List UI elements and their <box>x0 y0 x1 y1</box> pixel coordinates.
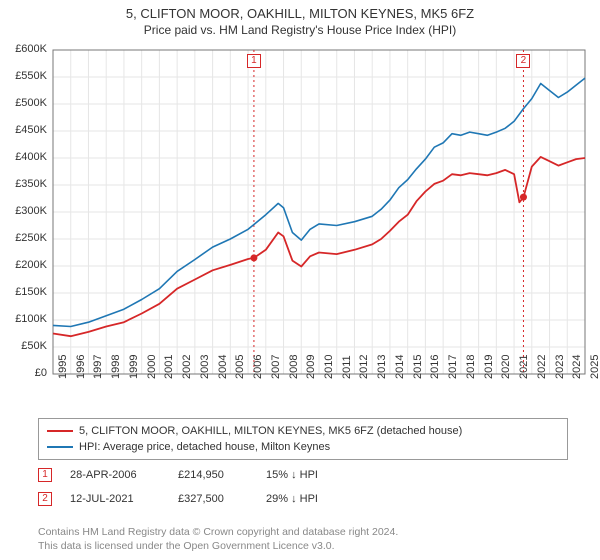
y-tick-label: £100K <box>0 313 47 325</box>
x-tick-label: 1995 <box>57 355 69 379</box>
x-tick-label: 1996 <box>75 355 87 379</box>
y-tick-label: £350K <box>0 178 47 190</box>
y-tick-label: £300K <box>0 205 47 217</box>
x-tick-label: 1999 <box>128 355 140 379</box>
footer-line1: Contains HM Land Registry data © Crown c… <box>38 525 398 539</box>
y-tick-label: £400K <box>0 151 47 163</box>
sale-number-box: 1 <box>38 468 52 482</box>
x-tick-label: 2024 <box>571 355 583 379</box>
x-tick-label: 2005 <box>234 355 246 379</box>
x-tick-label: 2008 <box>288 355 300 379</box>
x-tick-label: 2003 <box>199 355 211 379</box>
legend-item: 5, CLIFTON MOOR, OAKHILL, MILTON KEYNES,… <box>47 423 559 439</box>
legend-label: HPI: Average price, detached house, Milt… <box>79 441 330 453</box>
x-tick-label: 2015 <box>412 355 424 379</box>
x-tick-label: 2020 <box>500 355 512 379</box>
x-tick-label: 2017 <box>447 355 459 379</box>
y-tick-label: £150K <box>0 286 47 298</box>
sale-row: 1 28-APR-2006 £214,950 15% ↓ HPI <box>38 468 318 482</box>
x-tick-label: 2016 <box>429 355 441 379</box>
x-tick-label: 2011 <box>341 355 353 379</box>
y-tick-label: £250K <box>0 232 47 244</box>
legend: 5, CLIFTON MOOR, OAKHILL, MILTON KEYNES,… <box>38 418 568 460</box>
x-tick-label: 2007 <box>270 355 282 379</box>
x-tick-label: 1997 <box>92 355 104 379</box>
x-tick-label: 2002 <box>181 355 193 379</box>
sale-vs-hpi: 15% ↓ HPI <box>266 469 318 481</box>
y-tick-label: £500K <box>0 97 47 109</box>
x-tick-label: 2021 <box>518 355 530 379</box>
x-tick-label: 2025 <box>589 355 600 379</box>
x-tick-label: 2010 <box>323 355 335 379</box>
y-tick-label: £200K <box>0 259 47 271</box>
sale-date: 28-APR-2006 <box>70 469 160 481</box>
y-tick-label: £600K <box>0 43 47 55</box>
y-tick-label: £450K <box>0 124 47 136</box>
x-tick-label: 2018 <box>465 355 477 379</box>
sale-price: £214,950 <box>178 469 248 481</box>
legend-swatch <box>47 446 73 448</box>
legend-item: HPI: Average price, detached house, Milt… <box>47 439 559 455</box>
x-tick-label: 1998 <box>110 355 122 379</box>
sale-marker-1: 1 <box>247 54 261 68</box>
x-tick-label: 2012 <box>358 355 370 379</box>
sale-price: £327,500 <box>178 493 248 505</box>
sale-row: 2 12-JUL-2021 £327,500 29% ↓ HPI <box>38 492 318 506</box>
x-tick-label: 2022 <box>536 355 548 379</box>
sale-number-box: 2 <box>38 492 52 506</box>
x-tick-label: 2004 <box>217 355 229 379</box>
footer-line2: This data is licensed under the Open Gov… <box>38 539 398 553</box>
x-tick-label: 2000 <box>146 355 158 379</box>
y-tick-label: £550K <box>0 70 47 82</box>
y-tick-label: £0 <box>0 367 47 379</box>
x-tick-label: 2009 <box>305 355 317 379</box>
x-tick-label: 2006 <box>252 355 264 379</box>
y-tick-label: £50K <box>0 340 47 352</box>
line-chart <box>0 0 600 410</box>
x-tick-label: 2013 <box>376 355 388 379</box>
sale-vs-hpi: 29% ↓ HPI <box>266 493 318 505</box>
x-tick-label: 2019 <box>483 355 495 379</box>
legend-swatch <box>47 430 73 432</box>
x-tick-label: 2014 <box>394 355 406 379</box>
sale-marker-2: 2 <box>516 54 530 68</box>
legend-label: 5, CLIFTON MOOR, OAKHILL, MILTON KEYNES,… <box>79 425 462 437</box>
x-tick-label: 2001 <box>163 355 175 379</box>
sale-date: 12-JUL-2021 <box>70 493 160 505</box>
footer-attribution: Contains HM Land Registry data © Crown c… <box>38 525 398 553</box>
x-tick-label: 2023 <box>554 355 566 379</box>
